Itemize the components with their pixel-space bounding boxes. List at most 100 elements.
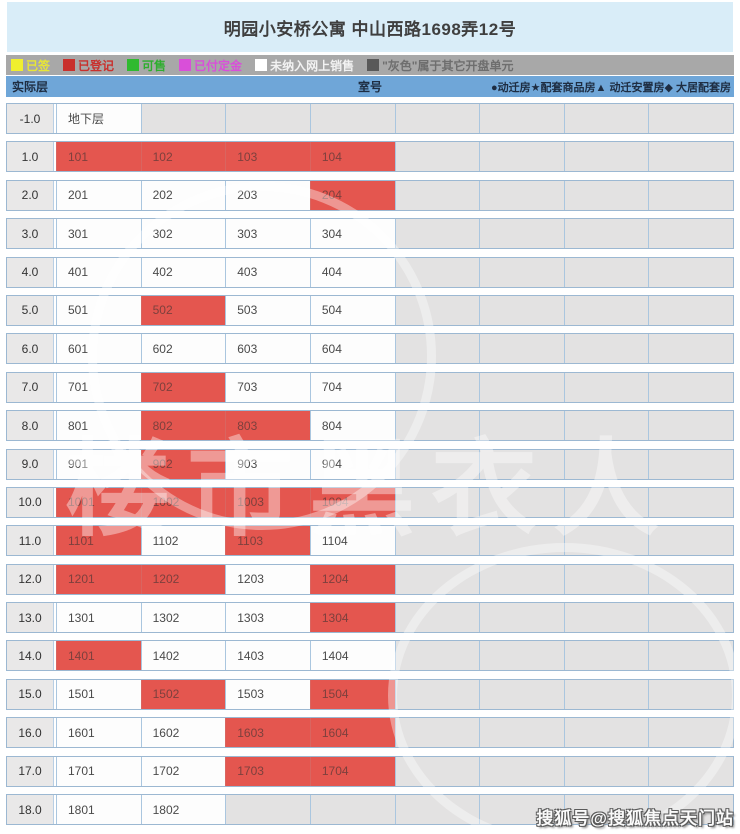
room-cell[interactable]: 1303: [225, 603, 310, 633]
empty-cell: [479, 679, 564, 709]
room-cell[interactable]: 1703: [225, 756, 310, 786]
room-cell[interactable]: 401: [56, 257, 141, 287]
room-cell[interactable]: 1501: [56, 679, 141, 709]
room-cell[interactable]: 201: [56, 180, 141, 210]
room-cell[interactable]: 1802: [140, 795, 226, 825]
room-cell[interactable]: 1304: [309, 603, 395, 633]
room-cell[interactable]: 302: [140, 219, 226, 249]
room-cell[interactable]: 1801: [56, 795, 141, 825]
room-cell[interactable]: 1602: [140, 718, 226, 748]
room-cell[interactable]: 1404: [309, 641, 395, 671]
floor-cell: 15.0: [7, 679, 54, 709]
room-cell[interactable]: 1104: [309, 526, 395, 556]
room-cell[interactable]: 1004: [309, 487, 395, 517]
floor-cell: 7.0: [7, 372, 54, 402]
room-cell[interactable]: 1202: [140, 564, 226, 594]
room-cell[interactable]: 1402: [140, 641, 226, 671]
room-cell[interactable]: 1203: [225, 564, 310, 594]
room-cell[interactable]: 1302: [140, 603, 226, 633]
room-cell[interactable]: 1301: [56, 603, 141, 633]
room-cell[interactable]: 1504: [309, 679, 395, 709]
room-cell[interactable]: 1401: [56, 641, 141, 671]
room-cell[interactable]: 603: [225, 334, 310, 364]
room-cell[interactable]: 903: [225, 449, 310, 479]
empty-cell: [479, 756, 564, 786]
floor-cell: 11.0: [7, 526, 54, 556]
legend-swatch-icon: [63, 59, 76, 71]
empty-cell: [479, 641, 564, 671]
room-cell[interactable]: 1704: [309, 756, 395, 786]
empty-cell: [479, 142, 564, 172]
room-cell[interactable]: 1604: [309, 718, 395, 748]
room-cell[interactable]: 703: [225, 372, 310, 402]
floor-cell: 2.0: [7, 180, 54, 210]
room-cell[interactable]: 1201: [56, 564, 141, 594]
room-cell[interactable]: 104: [309, 142, 395, 172]
room-cell[interactable]: 404: [309, 257, 395, 287]
empty-cell: [394, 718, 480, 748]
room-cell[interactable]: 502: [140, 295, 226, 325]
room-cell[interactable]: 402: [140, 257, 226, 287]
room-cell[interactable]: 1702: [140, 756, 226, 786]
room-cell[interactable]: 604: [309, 334, 395, 364]
empty-cell: [479, 603, 564, 633]
floor-cell: 5.0: [7, 295, 54, 325]
room-cell[interactable]: 202: [140, 180, 226, 210]
floor-row: 1.0 101 102 103 104: [6, 141, 734, 173]
empty-cell: [394, 142, 480, 172]
room-cell[interactable]: 501: [56, 295, 141, 325]
room-cell[interactable]: 1503: [225, 679, 310, 709]
legend-swatch-icon: [127, 59, 140, 71]
room-cell[interactable]: 203: [225, 180, 310, 210]
room-cell[interactable]: 504: [309, 295, 395, 325]
room-cell[interactable]: 901: [56, 449, 141, 479]
empty-cell: [563, 487, 649, 517]
empty-cell: [479, 104, 564, 133]
floor-row: 8.0 801 802 803 804: [6, 410, 734, 442]
room-cell[interactable]: 403: [225, 257, 310, 287]
room-cell[interactable]: 303: [225, 219, 310, 249]
room-cell[interactable]: 902: [140, 449, 226, 479]
room-cell[interactable]: 702: [140, 372, 226, 402]
room-cell[interactable]: 204: [309, 180, 395, 210]
empty-cell: [394, 334, 480, 364]
room-cell[interactable]: 101: [56, 142, 141, 172]
room-cell[interactable]: 301: [56, 219, 141, 249]
room-cell[interactable]: 1603: [225, 718, 310, 748]
empty-cell: [563, 756, 649, 786]
room-cell[interactable]: 304: [309, 219, 395, 249]
empty-cell: [648, 603, 733, 633]
room-cell[interactable]: 804: [309, 411, 395, 441]
room-cell[interactable]: 1601: [56, 718, 141, 748]
room-cell[interactable]: 904: [309, 449, 395, 479]
floor-cell: 13.0: [7, 603, 54, 633]
room-cell[interactable]: 602: [140, 334, 226, 364]
floor-cell: 16.0: [7, 718, 54, 748]
floor-row: 12.0 1201 1202 1203 1204: [6, 563, 734, 595]
room-cell[interactable]: 601: [56, 334, 141, 364]
room-cell[interactable]: 1102: [140, 526, 226, 556]
room-cell[interactable]: 103: [225, 142, 310, 172]
empty-cell: [394, 104, 480, 133]
empty-cell: [225, 795, 310, 825]
room-cell[interactable]: 701: [56, 372, 141, 402]
room-cell[interactable]: 1103: [225, 526, 310, 556]
room-cell[interactable]: 1001: [56, 487, 141, 517]
room-cell[interactable]: 1701: [56, 756, 141, 786]
floor-cell: 12.0: [7, 564, 54, 594]
room-cell[interactable]: 803: [225, 411, 310, 441]
room-cell[interactable]: 802: [140, 411, 226, 441]
room-cell[interactable]: 102: [140, 142, 226, 172]
room-cell[interactable]: 1204: [309, 564, 395, 594]
room-cell[interactable]: 704: [309, 372, 395, 402]
empty-cell: [648, 756, 733, 786]
empty-cell: [648, 295, 733, 325]
room-cell[interactable]: 1101: [56, 526, 141, 556]
room-cell[interactable]: 地下层: [56, 104, 141, 133]
room-cell[interactable]: 1403: [225, 641, 310, 671]
room-cell[interactable]: 503: [225, 295, 310, 325]
room-cell[interactable]: 1002: [140, 487, 226, 517]
room-cell[interactable]: 1003: [225, 487, 310, 517]
room-cell[interactable]: 801: [56, 411, 141, 441]
room-cell[interactable]: 1502: [140, 679, 226, 709]
